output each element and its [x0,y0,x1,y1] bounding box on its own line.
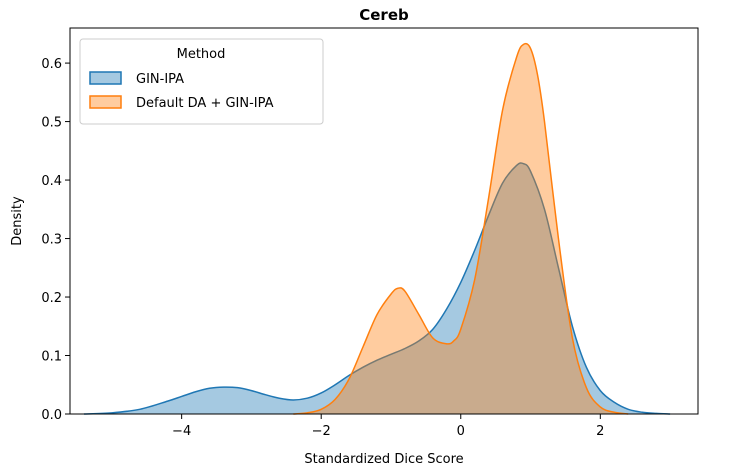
x-tick-label: 2 [596,424,604,439]
legend-entries: GIN-IPA Default DA + GIN-IPA [89,71,274,111]
x-tick-label: −2 [312,424,331,439]
plot-frame [69,27,699,415]
legend-label-1: GIN-IPA [136,72,184,87]
density-areas [83,42,671,415]
legend-swatch-1 [89,71,122,85]
chart-title: Cereb [359,6,409,24]
series-1-area [83,162,671,414]
legend-box [79,38,324,125]
legend-title: Method [177,47,226,62]
y-tick-label: 0.1 [41,350,62,365]
x-axis-label: Standardized Dice Score [304,452,463,467]
y-axis-label: Density [10,196,25,246]
x-tick-label: 0 [457,424,465,439]
series-2-line [293,42,629,415]
legend-label-2: Default DA + GIN-IPA [136,96,274,111]
legend: Method GIN-IPA Default DA + GIN-IPA [79,38,324,125]
y-tick-label: 0.0 [41,408,62,423]
x-axis-ticks: −4 −2 0 2 [172,414,604,439]
y-tick-label: 0.5 [41,116,62,131]
y-tick-label: 0.2 [41,291,62,306]
y-tick-label: 0.6 [41,57,62,72]
x-tick-label: −4 [172,424,191,439]
y-tick-label: 0.3 [41,233,62,248]
legend-swatch-2 [89,95,122,109]
series-2-area [293,43,629,415]
y-tick-label: 0.4 [41,174,62,189]
y-axis-ticks: 0.0 0.1 0.2 0.3 0.4 0.5 0.6 [41,57,70,423]
series-1-line [83,162,671,415]
